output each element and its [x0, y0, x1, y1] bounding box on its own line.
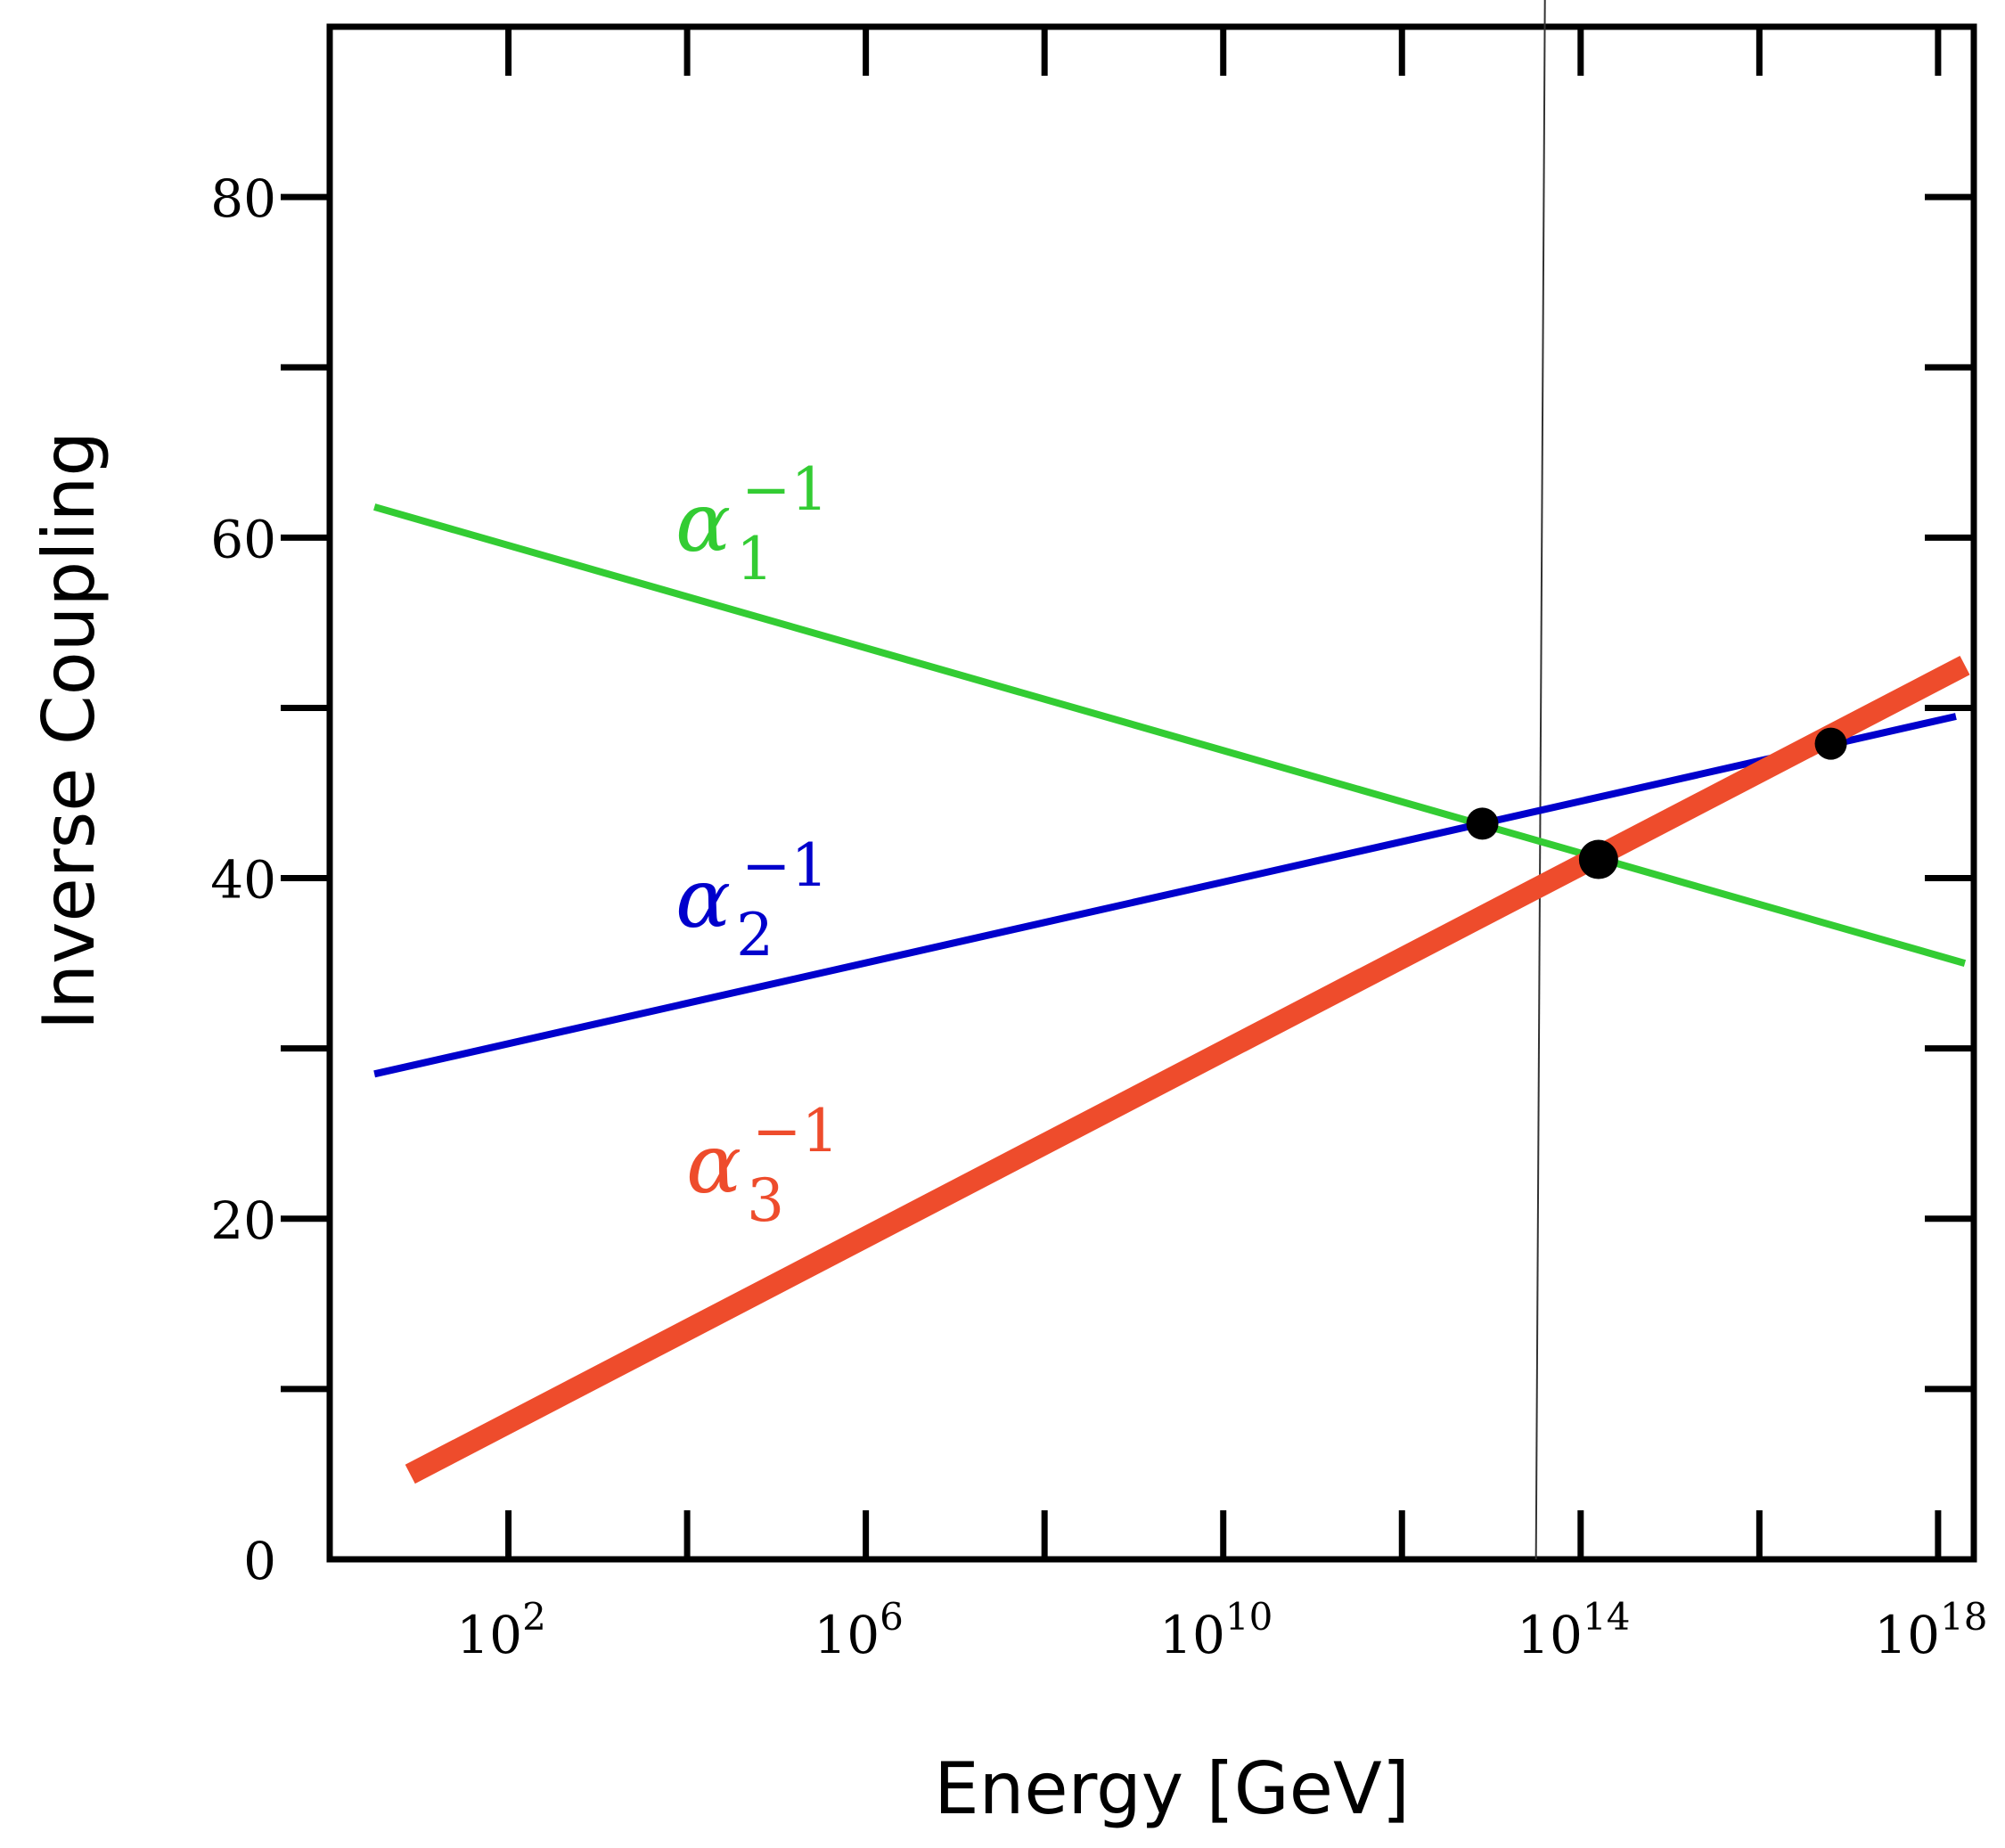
series-line-alpha2_inverse [373, 713, 1957, 1078]
y-tick-label: 40 [210, 850, 276, 911]
intersection-point [1578, 839, 1618, 879]
ticks [281, 27, 1974, 1559]
y-tick-label: 60 [210, 509, 276, 569]
x-tick-label: 106 [814, 1595, 904, 1665]
vertical-marker-line [1534, 0, 1546, 1560]
alpha3-subscript: 3 [747, 1166, 784, 1235]
y-tick-label: 0 [243, 1531, 276, 1591]
plot-frame [326, 23, 1977, 1563]
y-tick-label: 80 [210, 168, 276, 229]
alpha1-subscript: 1 [736, 525, 773, 593]
series-line-alpha1_inverse [373, 503, 1967, 967]
alpha2-superscript: −1 [741, 831, 828, 900]
intersection-points [1466, 727, 1847, 879]
intersection-point [1814, 727, 1847, 760]
intersection-point [1466, 807, 1499, 840]
alpha3-symbol: α [686, 1116, 741, 1212]
x-tick-label: 102 [456, 1595, 546, 1665]
series-layer [373, 0, 1970, 1560]
alpha3-superscript: −1 [752, 1097, 839, 1165]
x-tick-label: 1014 [1517, 1595, 1630, 1665]
x-axis-title: Energy [GeV] [934, 1747, 1410, 1830]
y-axis-title: Inverse Coupling [28, 431, 110, 1030]
series-label-alpha2: α2−1 [675, 831, 828, 969]
y-tick-label: 20 [210, 1190, 276, 1251]
alpha2-subscript: 2 [736, 901, 773, 969]
x-tick-label: 1018 [1874, 1595, 1987, 1665]
alpha1-superscript: −1 [741, 455, 828, 524]
tick-labels: 0 20 40 60 80 102 106 1010 1014 1018 [210, 168, 1987, 1665]
x-tick-label: 1010 [1159, 1595, 1273, 1665]
series-label-alpha3: α3−1 [686, 1097, 839, 1235]
alpha2-symbol: α [675, 851, 731, 946]
series-line-alpha3_inverse [405, 656, 1970, 1484]
alpha1-symbol: α [675, 475, 731, 570]
series-label-alpha1: α1−1 [675, 455, 828, 593]
